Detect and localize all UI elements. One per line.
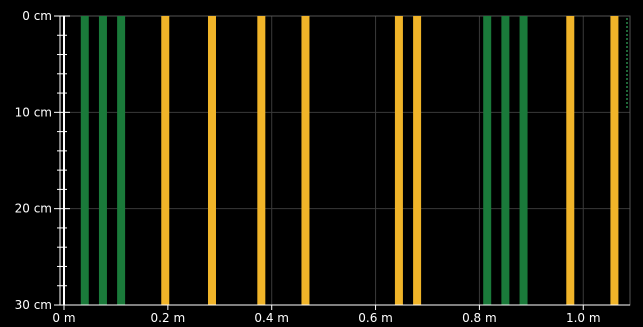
color-stripe [80,16,89,305]
color-stripe [519,16,528,305]
y-tick-label: 10 cm [15,105,52,119]
x-tick-label: 0.2 m [151,311,186,325]
y-axis-labels: 0 cm 10 cm 20 cm 30 cm [15,9,52,312]
color-stripe [501,16,510,305]
x-tick-label: 0.4 m [254,311,289,325]
stripe-layer [80,16,619,305]
color-stripe [394,16,403,305]
y-tick-label: 30 cm [15,298,52,312]
y-tick-label: 0 cm [22,9,52,23]
y-tick-label: 20 cm [15,202,52,216]
x-tick-label: 0.6 m [358,311,393,325]
axes [54,15,630,310]
x-tick-label: 0.8 m [462,311,497,325]
color-stripe [413,16,422,305]
x-axis-labels: 0 m 0.2 m 0.4 m 0.6 m 0.8 m 1.0 m [52,311,600,325]
color-stripe [301,16,310,305]
x-tick-label: 1.0 m [566,311,601,325]
color-stripe [610,16,619,305]
color-stripe [117,16,126,305]
color-stripe [566,16,575,305]
color-stripe [257,16,266,305]
x-tick-label: 0 m [52,311,75,325]
color-stripe [161,16,170,305]
color-stripe [98,16,107,305]
color-stripe [483,16,492,305]
color-stripe [207,16,216,305]
